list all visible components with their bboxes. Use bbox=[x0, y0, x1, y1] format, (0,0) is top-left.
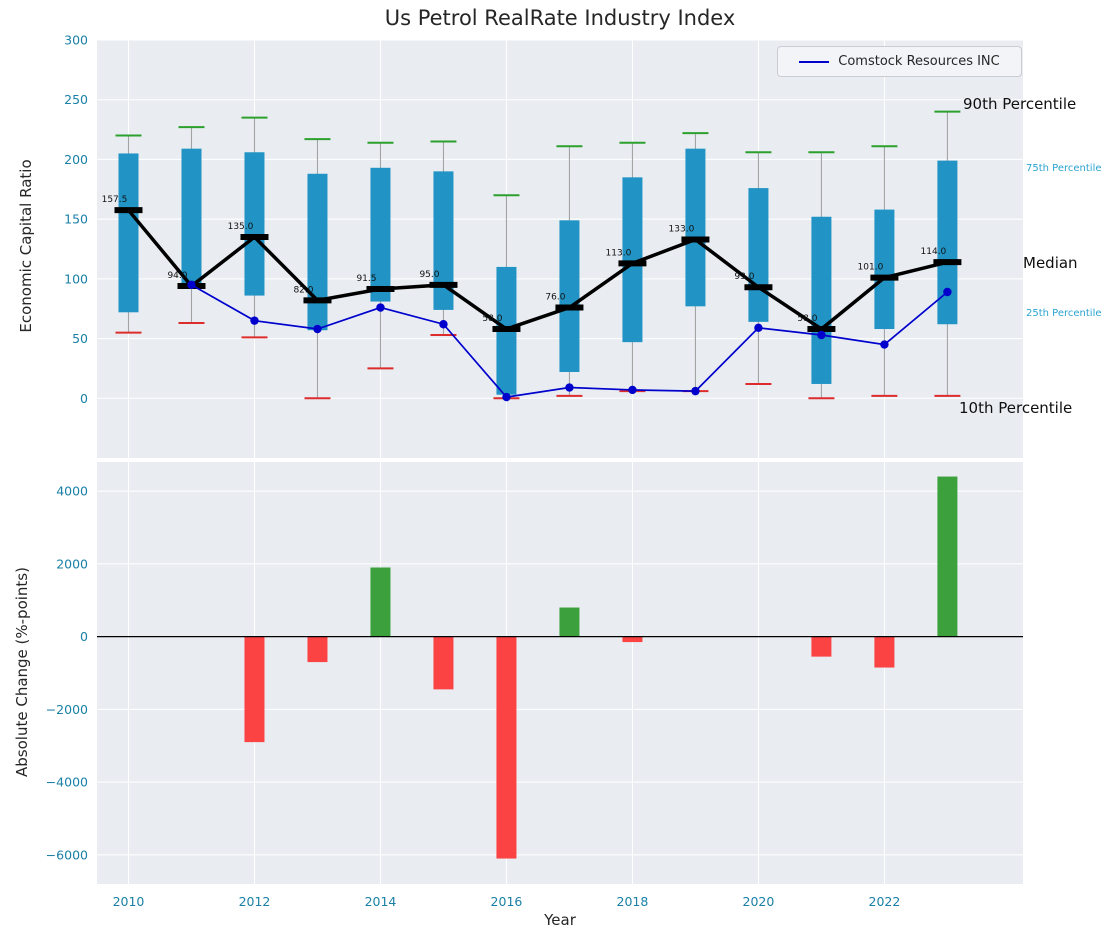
svg-text:76.0: 76.0 bbox=[545, 293, 565, 303]
annotation-25th-percentile: 25th Percentile bbox=[1026, 308, 1102, 319]
svg-text:94.0: 94.0 bbox=[167, 271, 187, 281]
svg-text:300: 300 bbox=[64, 33, 88, 48]
panel-backgrounds bbox=[97, 40, 1023, 884]
svg-text:133.0: 133.0 bbox=[669, 224, 695, 234]
annotation-75th-percentile: 75th Percentile bbox=[1026, 163, 1102, 174]
annotation-90th-percentile: 90th Percentile bbox=[963, 95, 1077, 113]
svg-text:101.0: 101.0 bbox=[858, 263, 884, 273]
svg-text:93.0: 93.0 bbox=[734, 272, 754, 282]
annotation-median: Median bbox=[1023, 254, 1078, 272]
svg-text:50: 50 bbox=[72, 331, 88, 346]
svg-text:2016: 2016 bbox=[491, 894, 523, 909]
top-y-axis-label: Economic Capital Ratio bbox=[17, 159, 35, 333]
svg-text:2014: 2014 bbox=[365, 894, 397, 909]
legend: Comstock Resources INC bbox=[777, 46, 1022, 77]
svg-text:−4000: −4000 bbox=[46, 775, 88, 790]
svg-text:157.5: 157.5 bbox=[102, 195, 128, 205]
svg-text:2012: 2012 bbox=[239, 894, 271, 909]
median-series bbox=[114, 207, 962, 333]
svg-text:200: 200 bbox=[64, 152, 88, 167]
svg-text:2010: 2010 bbox=[113, 894, 145, 909]
svg-text:4000: 4000 bbox=[56, 484, 88, 499]
svg-text:2020: 2020 bbox=[743, 894, 775, 909]
x-axis-label: Year bbox=[544, 911, 576, 929]
svg-text:250: 250 bbox=[64, 92, 88, 107]
svg-text:91.5: 91.5 bbox=[356, 274, 376, 284]
annotation-10th-percentile: 10th Percentile bbox=[959, 399, 1073, 417]
svg-text:−6000: −6000 bbox=[46, 847, 88, 862]
axis-tick-labels: 0 50 100 150 200 250 300 −6000 −4000 −2000 0 2000 40… bbox=[46, 33, 901, 910]
svg-text:2018: 2018 bbox=[617, 894, 649, 909]
legend-label: Comstock Resources INC bbox=[838, 54, 1000, 69]
svg-text:95.0: 95.0 bbox=[419, 270, 439, 280]
chart-title: Us Petrol RealRate Industry Index bbox=[384, 6, 736, 30]
svg-text:150: 150 bbox=[64, 212, 88, 227]
svg-text:58.0: 58.0 bbox=[797, 314, 817, 324]
svg-text:0: 0 bbox=[80, 629, 88, 644]
comstock-series bbox=[187, 280, 952, 402]
median-value-labels: 157.5 94.0 135.0 82.0 91.5 95.0 58.0 76.0 113.0 1… bbox=[102, 195, 947, 324]
svg-text:82.0: 82.0 bbox=[293, 285, 313, 295]
change-bars bbox=[97, 476, 1023, 859]
svg-text:135.0: 135.0 bbox=[228, 222, 254, 232]
svg-text:114.0: 114.0 bbox=[921, 247, 947, 257]
svg-text:−2000: −2000 bbox=[46, 702, 88, 717]
svg-text:2000: 2000 bbox=[56, 556, 88, 571]
svg-text:2022: 2022 bbox=[869, 894, 901, 909]
svg-text:113.0: 113.0 bbox=[606, 248, 632, 258]
svg-text:100: 100 bbox=[64, 271, 88, 286]
legend-line-swatch bbox=[799, 60, 830, 63]
svg-text:58.0: 58.0 bbox=[482, 314, 502, 324]
bottom-y-axis-label: Absolute Change (%-points) bbox=[13, 567, 31, 777]
svg-text:0: 0 bbox=[80, 391, 88, 406]
